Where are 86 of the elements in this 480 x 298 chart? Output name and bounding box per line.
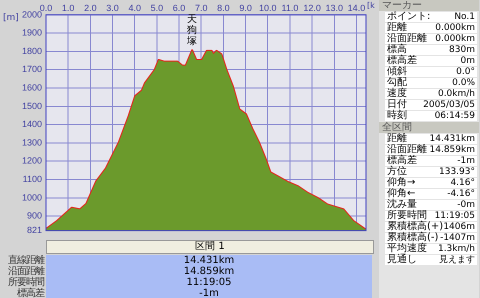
x-tick-label: 10.0: [258, 2, 277, 13]
text: 0.0°: [456, 67, 475, 77]
text: 0.000km: [435, 23, 475, 33]
text: 標高差: [387, 55, 417, 66]
text: -0m: [457, 200, 475, 210]
x-tick-label: 13.0: [326, 2, 344, 13]
text: 11:19:05: [434, 211, 475, 221]
text: 全区間: [379, 122, 479, 133]
text: 830m: [449, 45, 475, 55]
text: 距離: [387, 22, 407, 33]
y-tick-label: 1400: [22, 119, 42, 130]
text: 所要時間: [387, 210, 427, 221]
x-tick-label: 12.0: [303, 2, 321, 13]
y-tick-label: 900: [26, 210, 42, 221]
text: 06:14:59: [434, 111, 475, 121]
text: 4.16°: [450, 178, 475, 188]
text: 沿面距離: [387, 144, 427, 155]
y-tick-label: 1700: [22, 64, 42, 74]
y-tick-label: 1000: [22, 192, 42, 202]
text: 標高: [387, 44, 407, 55]
text: 所要時間: [7, 277, 44, 288]
text: 平均速度: [387, 243, 427, 254]
text: 沿面距離: [387, 33, 427, 44]
text: 1.3km/h: [438, 244, 475, 254]
y-tick-label: 1800: [22, 46, 42, 56]
text: 標高差: [387, 155, 417, 166]
text: 仰角←: [387, 188, 416, 199]
y-tick-label: 1300: [22, 137, 42, 148]
text: 14.431km: [46, 255, 372, 266]
text: 距離: [387, 133, 407, 144]
text: 0.000km: [435, 34, 475, 44]
text: 2005/03/05: [423, 100, 475, 110]
y-tick-label: 1500: [22, 100, 42, 111]
text: 日付: [387, 99, 407, 110]
text: 時刻: [387, 110, 407, 121]
text: 14.859km: [430, 145, 475, 155]
text: 見えます: [439, 255, 475, 265]
text: 沈み量: [387, 199, 417, 210]
text: 速度: [387, 88, 407, 99]
x-tick-label: 8.0: [217, 2, 230, 13]
text: 14.859km: [46, 266, 372, 277]
text: -1m: [46, 288, 372, 298]
y-tick-label: 2000: [22, 9, 42, 20]
text: マーカー: [379, 0, 479, 11]
text: 方位: [387, 166, 407, 177]
x-tick-label: 2.0: [84, 2, 97, 13]
text: 沿面距離: [7, 266, 44, 277]
text: 勾配: [387, 77, 407, 88]
x-tick-label: 4.0: [128, 2, 141, 13]
text: 標高差: [16, 288, 44, 298]
y-axis-title: [m]: [3, 13, 19, 24]
text: 仰角→: [387, 177, 416, 188]
text: 見通し: [387, 254, 417, 265]
text: 累積標高(+): [387, 221, 444, 232]
text: 11:19:05: [46, 277, 372, 288]
x-tick-label: 1.0: [62, 2, 74, 13]
y-tick-label: 1600: [22, 82, 42, 92]
y-tick-label: 1900: [22, 28, 42, 38]
text: No.1: [454, 12, 475, 22]
text: 0m: [460, 56, 475, 66]
text: 直線距離: [7, 255, 44, 266]
text: 傾斜: [387, 66, 407, 77]
text: 0.0km/h: [438, 89, 475, 99]
text: 0.0%: [452, 78, 475, 88]
text: -1m: [457, 156, 475, 166]
text: 14.431km: [430, 134, 475, 144]
x-tick-label: 6.0: [172, 2, 186, 13]
y-tick-label: 1100: [22, 174, 42, 184]
text: -4.16°: [447, 189, 475, 199]
x-tick-label: 0.0: [40, 2, 52, 13]
text: 区間 1: [46, 240, 374, 254]
annotation: 天狗塚: [186, 14, 198, 47]
text: -1407m: [440, 233, 475, 243]
x-tick-label: 5.0: [150, 2, 164, 13]
x-tick-label: 9.0: [239, 2, 252, 13]
x-tick-label: 11.0: [281, 2, 298, 13]
x-axis-title: [k: [367, 0, 376, 10]
text: 133.93°: [439, 167, 475, 177]
text: 累積標高(-): [387, 232, 438, 243]
text: 1406m: [443, 222, 475, 232]
x-tick-label: 14.0: [348, 2, 366, 13]
x-tick-label: 3.0: [106, 2, 119, 13]
y-tick-label: 1200: [22, 156, 42, 166]
y-tick-label: 821: [26, 225, 42, 236]
x-tick-label: 7.0: [194, 2, 208, 13]
text: ポイント:: [387, 11, 430, 22]
